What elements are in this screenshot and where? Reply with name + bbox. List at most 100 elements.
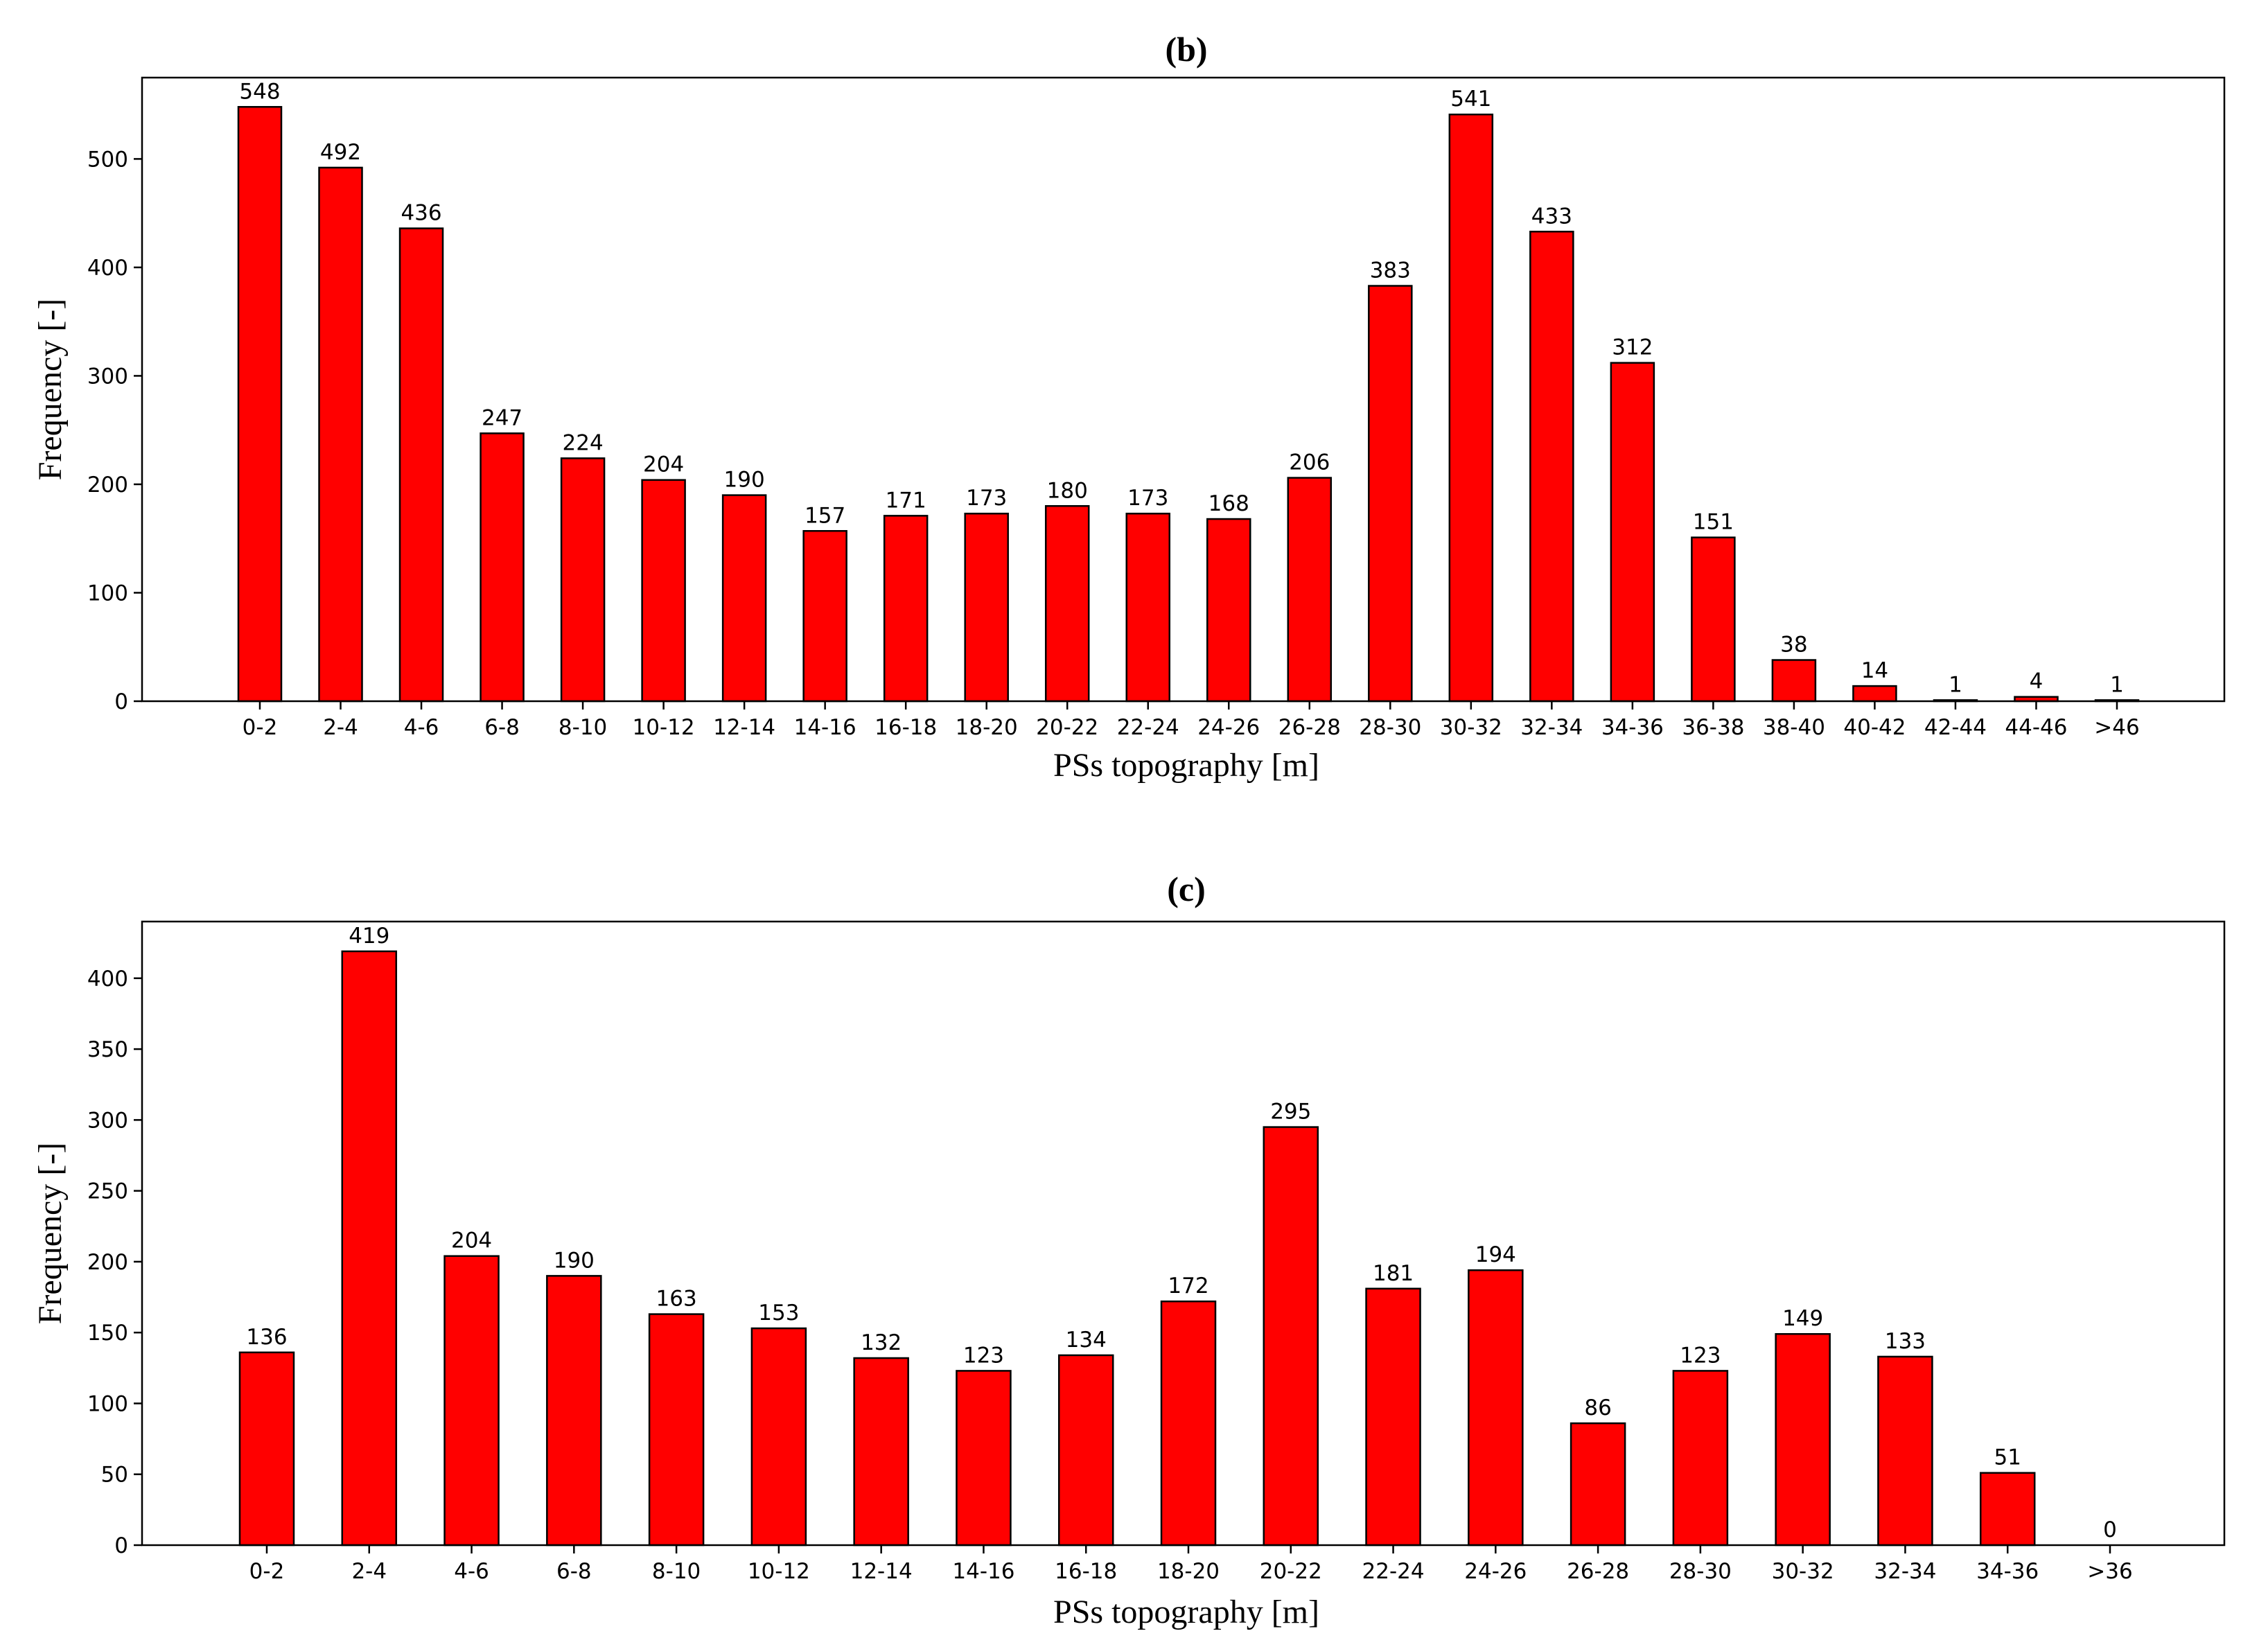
x-tick-label: 34-36 (1976, 1559, 2039, 1584)
bar-value-label: 86 (1584, 1395, 1611, 1420)
bar-group (238, 107, 2138, 701)
y-tick-label: 300 (87, 364, 128, 389)
bar-value-label: 132 (861, 1330, 902, 1355)
bar-value-label: 224 (563, 430, 604, 455)
bar (445, 1256, 499, 1545)
bar-value-label: 1 (2110, 672, 2124, 697)
x-tick-label: 0-2 (243, 715, 278, 740)
bar (642, 480, 685, 701)
bar-value-label: 173 (1127, 486, 1168, 511)
bar (547, 1276, 601, 1545)
bar-value-label: 151 (1693, 510, 1734, 535)
bar (238, 107, 281, 701)
bar (1288, 478, 1331, 701)
x-tick-label: 18-20 (1157, 1559, 1220, 1584)
bar (481, 433, 524, 701)
bar-value-label: 123 (1680, 1343, 1721, 1368)
y-tick-label: 200 (87, 473, 128, 497)
x-tick-label: 42-44 (1924, 715, 1987, 740)
bar (1369, 286, 1412, 701)
x-tick-label: 14-16 (952, 1559, 1014, 1584)
x-tick-label: 44-46 (2005, 715, 2067, 740)
bar (561, 458, 604, 701)
bar-value-label: 172 (1168, 1274, 1208, 1298)
bar (319, 168, 362, 701)
chart-figure: (b) 0100200300400500 0-2 2-4 4-6 6-8 8-10 10-… (0, 0, 2268, 1638)
bar (752, 1328, 806, 1545)
bar (649, 1314, 703, 1545)
bar-value-label: 190 (554, 1248, 595, 1273)
x-tick-label: 24-26 (1197, 715, 1260, 740)
x-tick-label: >36 (2087, 1559, 2132, 1584)
bar (1366, 1289, 1421, 1545)
bar (1468, 1270, 1522, 1545)
x-tick-label: 22-24 (1117, 715, 1179, 740)
bar-value-label: 204 (643, 452, 684, 477)
bar-value-label: 171 (886, 488, 926, 513)
x-tick-label: 26-28 (1278, 715, 1341, 740)
x-tick-label: 20-22 (1036, 715, 1098, 740)
y-tick-label: 50 (101, 1463, 128, 1488)
bar-value-label: 436 (401, 201, 441, 226)
y-tick-label: 0 (114, 1533, 128, 1558)
x-tick-label: 28-30 (1359, 715, 1421, 740)
y-axis-label: Frequency [-] (32, 299, 69, 481)
y-tick-label: 100 (87, 1391, 128, 1416)
bar (1611, 363, 1654, 701)
x-tick-label: 0-2 (249, 1559, 285, 1584)
bar-group (240, 951, 2034, 1545)
bar-value-label: 157 (805, 503, 845, 528)
x-axis-label: PSs topography [m] (1053, 1594, 1319, 1630)
bar (1161, 1301, 1215, 1545)
bar-value-label: 0 (2103, 1517, 2117, 1542)
y-axis: 0 50 100 150 200 250 300 350 400 (87, 967, 142, 1558)
bar-value-label: 247 (482, 405, 522, 430)
y-tick-label: 250 (87, 1179, 128, 1204)
x-tick-label: 26-28 (1567, 1559, 1629, 1584)
bar (1264, 1127, 1318, 1545)
x-tick-label: 30-32 (1772, 1559, 1834, 1584)
bar (1773, 660, 1816, 701)
x-tick-label: 6-8 (556, 1559, 592, 1584)
bar (965, 513, 1008, 701)
x-tick-label: 22-24 (1362, 1559, 1425, 1584)
bar-value-label: 134 (1066, 1328, 1107, 1353)
bar (1046, 506, 1089, 701)
bar-value-label: 1 (1949, 672, 1962, 697)
bar-value-label: 206 (1289, 450, 1330, 475)
x-tick-label: 8-10 (559, 715, 607, 740)
bar-value-label: 14 (1861, 658, 1888, 683)
bar-value-label: 541 (1450, 87, 1491, 112)
bar (1127, 513, 1170, 701)
bar-value-label: 194 (1475, 1242, 1516, 1267)
bar (1776, 1334, 1830, 1545)
x-tick-label: 8-10 (652, 1559, 701, 1584)
bar (1530, 231, 1573, 701)
bar (956, 1371, 1010, 1545)
bar-value-label: 204 (451, 1228, 492, 1253)
x-tick-label: 24-26 (1464, 1559, 1527, 1584)
bar-value-label: 173 (966, 486, 1007, 511)
x-tick-label: 12-14 (850, 1559, 913, 1584)
x-tick-label: 2-4 (323, 715, 358, 740)
x-tick-label: >46 (2094, 715, 2139, 740)
bar-value-label: 492 (320, 140, 361, 165)
y-tick-label: 400 (87, 256, 128, 281)
bar-value-label: 548 (239, 79, 280, 104)
bar (1691, 538, 1734, 701)
bar-value-label: 181 (1373, 1261, 1414, 1286)
x-tick-label: 2-4 (351, 1559, 387, 1584)
x-tick-label: 40-42 (1843, 715, 1906, 740)
bar-value-label: 38 (1780, 633, 1807, 658)
bar (723, 495, 766, 701)
bar (1059, 1355, 1113, 1545)
x-tick-label: 20-22 (1260, 1559, 1322, 1584)
bar (1980, 1473, 2034, 1545)
x-tick-label: 32-34 (1520, 715, 1583, 740)
bar-value-label: 163 (656, 1287, 697, 1312)
bar-value-label: 419 (349, 924, 389, 949)
bar (804, 531, 847, 701)
chart-panel-c: (c) 050100150200250300350400 0-2 2-4 4-6 6-… (32, 870, 2224, 1630)
bar (884, 516, 927, 701)
bar (1571, 1423, 1625, 1545)
